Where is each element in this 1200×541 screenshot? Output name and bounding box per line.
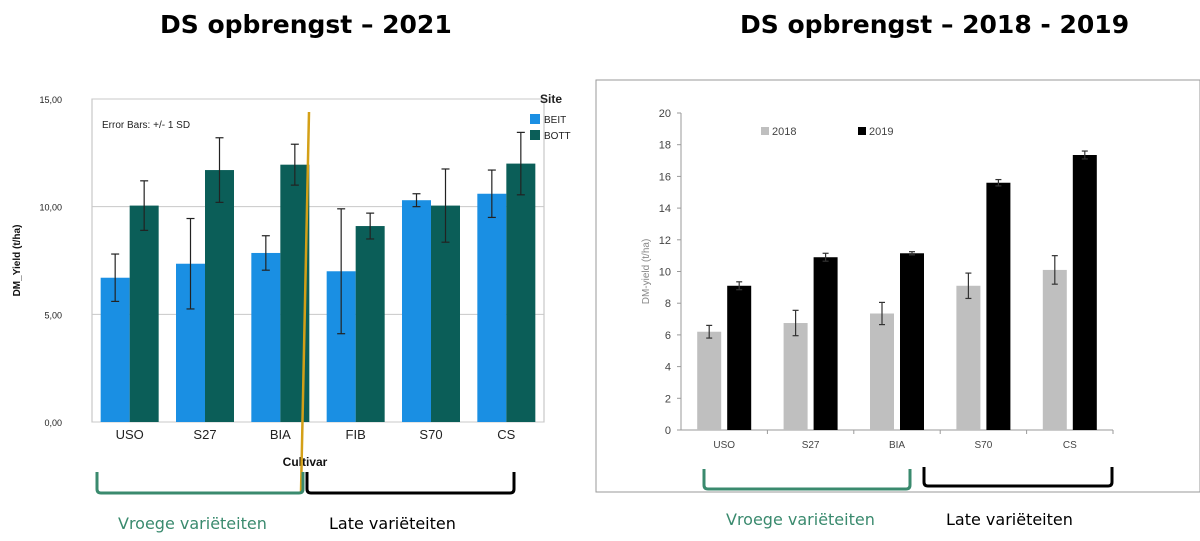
bar-2019-cs [1072, 155, 1097, 430]
error-bars-note: Error Bars: +/- 1 SD [102, 120, 190, 131]
plot-area-2021 [91, 98, 545, 423]
bar-2018-bia [870, 313, 894, 430]
x-tick-label: S27 [193, 427, 216, 442]
y-tick-label: 4 [665, 362, 671, 374]
y-tick-label: 20 [659, 108, 671, 120]
chart-2018-2019: 0 2 4 6 8 10 12 14 16 18 20 DM-yield (t/ha) USO S27 BI… [595, 79, 1200, 493]
bar-2019-uso [727, 285, 752, 430]
y-axis-label: DM_Yield (t/ha) [12, 225, 23, 297]
early-varieties-label-left: Vroege variëteiten [118, 514, 267, 533]
legend-swatch-beit [530, 114, 540, 124]
bar-2018-uso [697, 331, 722, 430]
plot-border-2018-2019 [595, 79, 1200, 493]
y-tick-label: 6 [665, 330, 671, 342]
y-tick-label: 10,00 [39, 203, 62, 213]
bar-bott-fib [355, 226, 385, 422]
legend-label-2019: 2019 [869, 126, 893, 138]
x-tick-label: BIA [270, 427, 291, 442]
bar-beit-cs [477, 193, 507, 422]
bar-2019-s70 [986, 182, 1011, 430]
bar-bott-s27 [205, 170, 234, 422]
bar-bott-cs [506, 163, 536, 422]
early-late-divider [299, 111, 311, 493]
group-brackets [95, 467, 1114, 495]
x-tick-label: USO [713, 440, 735, 451]
x-tick-label: S70 [975, 440, 993, 451]
legend-swatch-bott [530, 130, 540, 140]
bar-2019-s27 [813, 257, 838, 430]
bar-2018-cs [1042, 269, 1067, 430]
x-tick-label: BIA [889, 440, 905, 451]
y-axis-label: DM-yield (t/ha) [641, 239, 652, 305]
bar-2018-s27 [783, 323, 808, 430]
y-tick-label: 0,00 [44, 418, 62, 428]
legend-title: Site [540, 92, 562, 106]
chart-2021: 0,00 5,00 10,00 15,00 DM_Yield (t/ha) USO S27 B… [12, 92, 571, 493]
legend-label-beit: BEIT [544, 115, 566, 126]
legend-swatch-2018 [761, 127, 769, 135]
early-varieties-label-right: Vroege variëteiten [726, 510, 875, 529]
bar-beit-s70 [402, 200, 431, 422]
legend-swatch-2019 [858, 127, 866, 135]
y-tick-label: 2 [665, 393, 671, 405]
y-tick-label: 15,00 [39, 95, 62, 105]
x-axis-label: Cultivar [283, 455, 328, 469]
y-tick-label: 18 [659, 140, 671, 152]
x-tick-label: S70 [419, 427, 442, 442]
bar-bott-uso [129, 205, 159, 422]
bar-2019-bia [900, 253, 924, 430]
y-tick-label: 12 [659, 235, 671, 247]
late-varieties-label-left: Late variëteiten [329, 514, 456, 533]
y-tick-label: 8 [665, 298, 671, 310]
early-varieties-bracket-left [95, 472, 305, 495]
bar-beit-bia [251, 252, 281, 422]
chart-title-2021: DS opbrengst – 2021 [160, 10, 452, 39]
late-varieties-bracket-left [305, 472, 516, 495]
y-tick-label: 16 [659, 171, 671, 183]
late-varieties-bracket-right [922, 467, 1114, 488]
legend-label-bott: BOTT [544, 131, 571, 142]
late-varieties-label-right: Late variëteiten [946, 510, 1073, 529]
y-tick-label: 14 [659, 203, 671, 215]
chart-title-2018-2019: DS opbrengst – 2018 - 2019 [740, 10, 1130, 39]
legend-label-2018: 2018 [772, 126, 796, 138]
bar-2018-s70 [956, 285, 981, 430]
y-tick-label: 0 [665, 425, 671, 437]
x-tick-label: CS [1063, 440, 1077, 451]
early-varieties-bracket-right [702, 469, 912, 491]
x-tick-label: S27 [802, 440, 820, 451]
x-tick-label: FIB [346, 427, 366, 442]
y-tick-label: 5,00 [44, 310, 62, 320]
y-tick-label: 10 [659, 267, 671, 279]
x-tick-label: USO [116, 427, 144, 442]
x-tick-label: CS [497, 427, 515, 442]
